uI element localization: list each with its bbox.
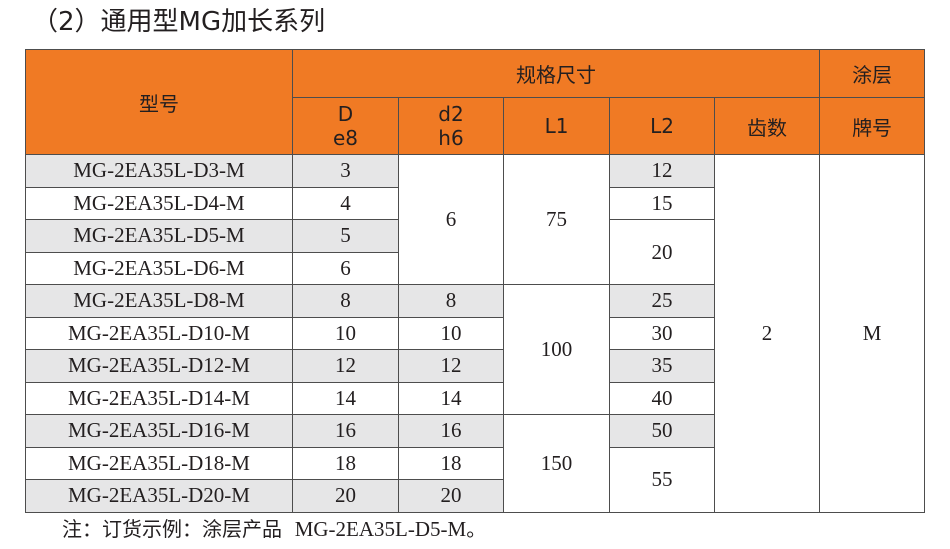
cell-D: 10 [292,316,399,350]
table-row: MG-2EA35L-D20-M 20 20 [25,479,925,513]
cell-L2: 35 [609,349,715,383]
cell-L2: 12 [609,154,715,188]
cell-D: 5 [292,219,399,253]
cell-d2: 10 [398,316,504,350]
header-coating-brand: 牌号 [819,97,926,155]
cell-model: MG-2EA35L-D8-M [25,284,293,318]
note-suffix: 。 [466,517,487,541]
table-row: MG-2EA35L-D10-M 10 10 30 [25,316,925,350]
cell-d2: 18 [398,446,504,480]
cell-L1-merged: 75 [503,154,610,285]
cell-model: MG-2EA35L-D18-M [25,446,293,480]
order-example-note: 注：订货示例：涂层产品 MG-2EA35L-D5-M。 [62,513,486,545]
cell-L2: 30 [609,316,715,350]
cell-d2: 20 [398,479,504,513]
cell-model: MG-2EA35L-D12-M [25,349,293,383]
table-row: MG-2EA35L-D16-M 16 16 150 50 [25,414,925,513]
header-L2: L2 [609,97,715,155]
header-row-1: 型号 规格尺寸 涂层 [25,49,926,155]
header-row-2: D e8 d2 h6 L1 L2 齿数 牌号 [26,97,926,155]
header-d2-tolerance: h6 [438,126,464,150]
cell-L2: 40 [609,381,715,415]
cell-D: 6 [292,251,399,285]
spec-table: 型号 规格尺寸 涂层 D e8 d2 h6 L1 L2 齿数 牌号 MG-2EA… [25,49,926,513]
header-D: D e8 [292,97,399,155]
table-row: MG-2EA35L-D6-M 6 [25,251,925,285]
table-row: MG-2EA35L-D12-M 12 12 35 [25,349,925,383]
header-D-name: D [337,102,354,126]
cell-D: 12 [292,349,399,383]
cell-d2: 12 [398,349,504,383]
cell-D: 4 [292,186,399,220]
cell-D: 8 [292,284,399,318]
cell-model: MG-2EA35L-D14-M [25,381,293,415]
note-prefix: 注：订货示例：涂层产品 [62,517,282,541]
cell-model: MG-2EA35L-D10-M [25,316,293,350]
section-title: （2）通用型MG加长系列 [32,7,326,37]
cell-d2-merged: 6 [398,154,504,285]
table-row: MG-2EA35L-D14-M 14 14 40 [25,381,925,415]
cell-d2: 16 [398,414,504,448]
header-D-tolerance: e8 [332,126,359,150]
cell-L1-merged: 150 [503,414,610,513]
header-spec-group: 规格尺寸 [291,49,821,98]
cell-d2: 8 [398,284,504,318]
cell-d2: 14 [398,381,504,415]
cell-model: MG-2EA35L-D3-M [25,154,293,188]
cell-model: MG-2EA35L-D6-M [25,251,293,285]
table-row: MG-2EA35L-D18-M 18 18 55 [25,446,925,513]
cell-D: 20 [292,479,399,513]
cell-L2: 15 [609,186,715,220]
cell-D: 16 [292,414,399,448]
cell-model: MG-2EA35L-D5-M [25,219,293,253]
header-L1: L1 [503,97,610,155]
header-teeth: 齿数 [713,97,821,155]
cell-L2: 50 [609,414,715,448]
cell-L2: 25 [609,284,715,318]
cell-model: MG-2EA35L-D4-M [25,186,293,220]
cell-D: 14 [292,381,399,415]
cell-coating-merged: M [819,154,926,513]
cell-L2-merged: 55 [609,446,715,513]
table-row: MG-2EA35L-D4-M 4 15 [25,186,925,220]
header-coating-group: 涂层 [819,49,926,98]
note-example-code: MG-2EA35L-D5-M [294,517,467,541]
table-row: MG-2EA35L-D3-M 3 6 75 12 2 M [25,154,926,513]
cell-L1-merged: 100 [503,284,610,415]
cell-L2-merged: 20 [609,219,715,285]
header-model: 型号 [25,49,293,155]
cell-D: 3 [292,154,399,188]
header-d2: d2 h6 [398,97,504,155]
cell-D: 18 [292,446,399,480]
header-d2-name: d2 [438,102,464,126]
cell-model: MG-2EA35L-D16-M [25,414,293,448]
cell-teeth-merged: 2 [713,154,821,513]
table-row: MG-2EA35L-D8-M 8 8 100 25 [25,284,925,415]
cell-model: MG-2EA35L-D20-M [25,479,293,513]
